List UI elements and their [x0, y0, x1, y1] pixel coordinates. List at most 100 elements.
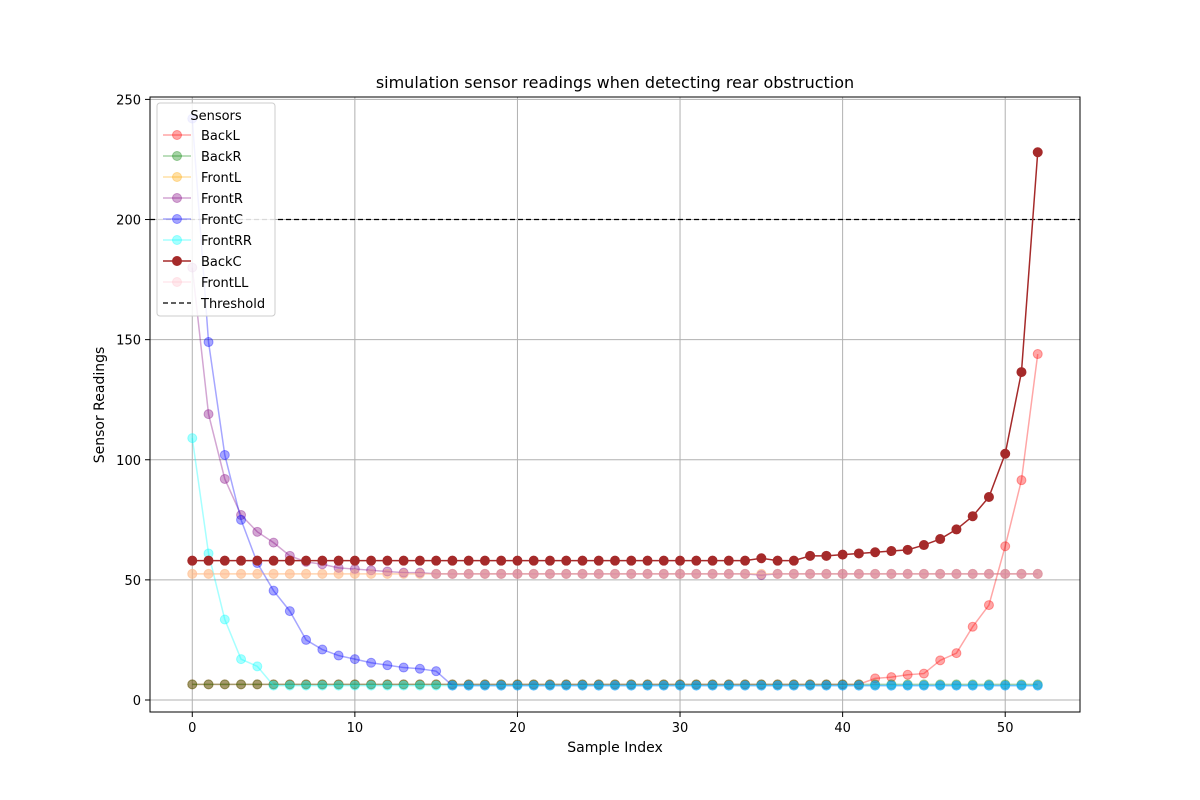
data-point-frontll: [366, 568, 377, 579]
data-point-frontl: [853, 568, 864, 579]
data-point-backr: [496, 679, 507, 690]
data-point-backr: [626, 679, 637, 690]
data-point-backc: [203, 555, 214, 566]
data-point-frontr: [561, 568, 572, 579]
data-point-frontl: [1000, 568, 1011, 579]
data-point-frontll: [740, 568, 751, 579]
data-point-frontr: [870, 568, 881, 579]
data-point-backl: [496, 679, 507, 690]
data-point-frontrr: [219, 614, 230, 625]
data-point-frontll: [431, 568, 442, 579]
data-point-backc: [431, 555, 442, 566]
x-tick-label: 50: [997, 721, 1014, 736]
data-point-backr: [675, 679, 686, 690]
data-point-backl: [756, 679, 767, 690]
series-line-backc: [192, 152, 1039, 562]
data-point-backl: [626, 679, 637, 690]
y-tick-label: 150: [116, 334, 141, 349]
data-point-backc: [219, 555, 230, 566]
data-point-frontc: [837, 680, 848, 691]
data-point-frontl: [236, 568, 247, 579]
data-point-frontl: [821, 568, 832, 579]
data-point-frontc: [642, 680, 653, 691]
data-point-frontc: [512, 680, 523, 691]
data-point-frontrr: [935, 680, 946, 691]
data-point-frontc: [772, 680, 783, 691]
data-point-frontrr: [593, 680, 604, 691]
data-point-backr: [528, 679, 539, 690]
data-point-frontll: [479, 568, 490, 579]
data-point-frontrr: [918, 680, 929, 691]
x-tick-label: 10: [347, 721, 364, 736]
data-point-frontl: [805, 568, 816, 579]
legend-label: BackL: [201, 129, 241, 144]
data-point-backl: [447, 679, 458, 690]
data-point-frontrr: [398, 680, 409, 691]
data-point-backl: [772, 679, 783, 690]
data-point-backr: [431, 679, 442, 690]
data-point-frontll: [528, 568, 539, 579]
data-point-frontll: [626, 568, 637, 579]
data-point-backc: [772, 555, 783, 566]
data-point-backr: [983, 679, 994, 690]
data-point-backr: [268, 679, 279, 690]
legend-box: [156, 102, 276, 317]
data-point-frontll: [610, 568, 620, 579]
chart-title: simulation sensor readings when detectin…: [376, 73, 854, 92]
data-point-frontrr: [317, 680, 328, 691]
data-point-frontll: [918, 568, 929, 579]
data-point-backl: [544, 679, 555, 690]
data-point-frontll: [349, 568, 360, 579]
data-point-backc: [788, 555, 799, 566]
data-point-backr: [870, 679, 881, 690]
data-point-frontr: [544, 568, 555, 579]
data-point-frontc: [577, 680, 588, 691]
data-point-backc: [301, 555, 312, 566]
data-point-frontll: [658, 568, 669, 579]
data-point-backc: [951, 524, 962, 535]
data-point-frontc: [268, 585, 279, 596]
legend-swatch-marker: [172, 130, 182, 140]
data-point-backr: [479, 679, 490, 690]
data-point-frontll: [496, 568, 507, 579]
data-point-backr: [658, 679, 669, 690]
data-point-backl: [788, 679, 799, 690]
data-point-backl: [1032, 349, 1043, 360]
legend-item-backl: BackL: [163, 129, 241, 144]
data-point-frontr: [821, 568, 832, 579]
data-point-backc: [691, 555, 702, 566]
data-point-backr: [593, 679, 604, 690]
data-point-frontr: [1032, 568, 1043, 579]
data-point-backl: [479, 679, 490, 690]
data-point-frontl: [382, 568, 393, 579]
data-point-backl: [349, 679, 360, 690]
data-point-frontr: [219, 473, 230, 484]
series-frontll: [187, 568, 1043, 579]
data-point-backl: [658, 679, 669, 690]
data-point-frontrr: [431, 680, 442, 691]
legend-title: Sensors: [190, 109, 242, 124]
data-point-frontr: [414, 567, 425, 578]
data-point-backr: [951, 679, 962, 690]
x-tick-label: 20: [509, 721, 526, 736]
data-point-frontrr: [544, 680, 555, 691]
y-tick-label: 50: [124, 574, 141, 589]
data-point-backl: [593, 679, 604, 690]
data-point-frontc: [528, 680, 539, 691]
data-point-backl: [707, 679, 718, 690]
data-point-frontr: [528, 568, 539, 579]
data-point-frontll: [642, 568, 653, 579]
data-point-frontl: [544, 568, 555, 579]
data-point-frontr: [740, 568, 751, 579]
data-point-frontll: [902, 568, 913, 579]
data-point-backc: [870, 547, 881, 558]
data-point-frontll: [512, 568, 523, 579]
data-point-frontrr: [528, 680, 539, 691]
data-point-backc: [740, 555, 751, 566]
data-point-frontll: [561, 568, 572, 579]
data-point-frontl: [398, 568, 409, 579]
data-point-frontc: [853, 680, 864, 691]
data-point-frontll: [1016, 568, 1027, 579]
data-point-frontl: [740, 568, 751, 579]
data-point-frontr: [707, 568, 718, 579]
